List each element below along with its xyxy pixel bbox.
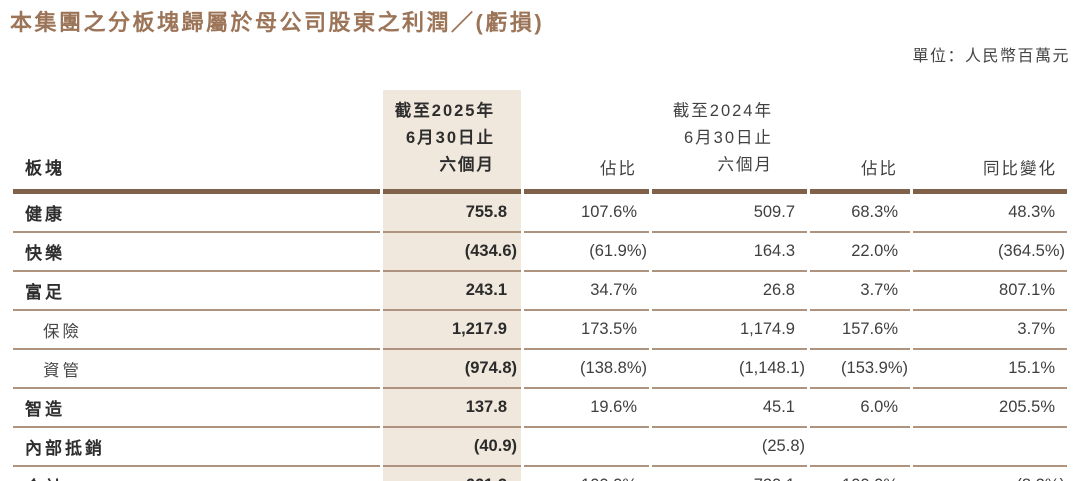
value-2024-cell: (25.8) [652,428,807,467]
value-2024-cell: (1,148.1) [652,350,807,389]
table-row: 快樂 (434.6) (61.9%) 164.3 22.0% (364.5%) [13,233,1067,272]
value-2025-cell: 137.8 [383,389,521,428]
value-2025-cell: 243.1 [383,272,521,311]
share-2025-cell: (61.9%) [524,233,649,272]
table-row: 保險 1,217.9 173.5% 1,174.9 157.6% 3.7% [13,311,1067,350]
share-2025-cell: 107.6% [524,194,649,233]
yoy-change-cell: 15.1% [913,350,1067,389]
share-2024-cell: 100.0% [810,467,910,481]
header-share-2024: 佔比 [810,90,910,194]
segment-cell: 資管 [13,350,380,389]
header-yoy-change: 同比變化 [913,90,1067,194]
value-2025-cell: (974.8) [383,350,521,389]
share-2025-cell [524,428,649,467]
value-2024-cell: 509.7 [652,194,807,233]
header-segment: 板塊 [13,90,380,194]
share-2025-cell: 19.6% [524,389,649,428]
header-period-2025-line1: 截至2025年 [394,102,495,120]
value-2025-cell: 755.8 [383,194,521,233]
header-period-2024-line3: 六個月 [717,156,773,174]
table-body: 健康 755.8 107.6% 509.7 68.3% 48.3% 快樂 (43… [13,194,1067,481]
share-2024-cell: 3.7% [810,272,910,311]
share-2024-cell: 157.6% [810,311,910,350]
segment-cell: 保險 [13,311,380,350]
share-2025-cell: (138.8%) [524,350,649,389]
value-2025-cell: (434.6) [383,233,521,272]
segment-cell: 智造 [13,389,380,428]
report-title: 本集團之分板塊歸屬於母公司股東之利潤／(虧損) [10,10,545,35]
unit-label: 單位：人民幣百萬元 [912,48,1070,65]
table-row: 資管 (974.8) (138.8%) (1,148.1) (153.9%) 1… [13,350,1067,389]
segment-cell: 健康 [13,194,380,233]
value-2024-cell: 1,174.9 [652,311,807,350]
table-row: 健康 755.8 107.6% 509.7 68.3% 48.3% [13,194,1067,233]
yoy-change-cell: 205.5% [913,389,1067,428]
table-row: 富足 243.1 34.7% 26.8 3.7% 807.1% [13,272,1067,311]
value-2024-cell: 720.1 [652,467,807,481]
table-row: 智造 137.8 19.6% 45.1 6.0% 205.5% [13,389,1067,428]
share-2025-cell: 34.7% [524,272,649,311]
share-2024-cell: 6.0% [810,389,910,428]
segment-cell: 富足 [13,272,380,311]
header-period-2025: 截至2025年 6月30日止 六個月 [383,90,521,194]
yoy-change-cell: (364.5%) [913,233,1067,272]
header-period-2024: 截至2024年 6月30日止 六個月 [652,90,807,194]
header-period-2025-line3: 六個月 [439,156,495,174]
value-2024-cell: 164.3 [652,233,807,272]
table-header: 板塊 截至2025年 6月30日止 六個月 佔比 截至2024年 6月30日止 … [13,90,1067,194]
share-2025-cell: 173.5% [524,311,649,350]
header-period-2024-line1: 截至2024年 [672,102,773,120]
value-2025-cell: (40.9) [383,428,521,467]
share-2025-cell: 100.0% [524,467,649,481]
value-2025-cell: 1,217.9 [383,311,521,350]
share-2024-cell: (153.9%) [810,350,910,389]
share-2024-cell: 22.0% [810,233,910,272]
yoy-change-cell [913,428,1067,467]
value-2025-cell: 661.2 [383,467,521,481]
yoy-change-cell: (8.2%) [913,467,1067,481]
header-period-2024-line2: 6月30日止 [683,129,773,147]
yoy-change-cell: 3.7% [913,311,1067,350]
yoy-change-cell: 48.3% [913,194,1067,233]
segment-cell: 快樂 [13,233,380,272]
header-share-2025: 佔比 [524,90,649,194]
yoy-change-cell: 807.1% [913,272,1067,311]
segment-cell: 合計 [13,467,380,481]
table-row: 內部抵銷 (40.9) (25.8) [13,428,1067,467]
value-2024-cell: 26.8 [652,272,807,311]
share-2024-cell: 68.3% [810,194,910,233]
segment-cell: 內部抵銷 [13,428,380,467]
table-row: 合計 661.2 100.0% 720.1 100.0% (8.2%) [13,467,1067,481]
header-period-2025-line2: 6月30日止 [405,129,495,147]
segment-profit-table: 板塊 截至2025年 6月30日止 六個月 佔比 截至2024年 6月30日止 … [10,90,1070,481]
value-2024-cell: 45.1 [652,389,807,428]
share-2024-cell [810,428,910,467]
